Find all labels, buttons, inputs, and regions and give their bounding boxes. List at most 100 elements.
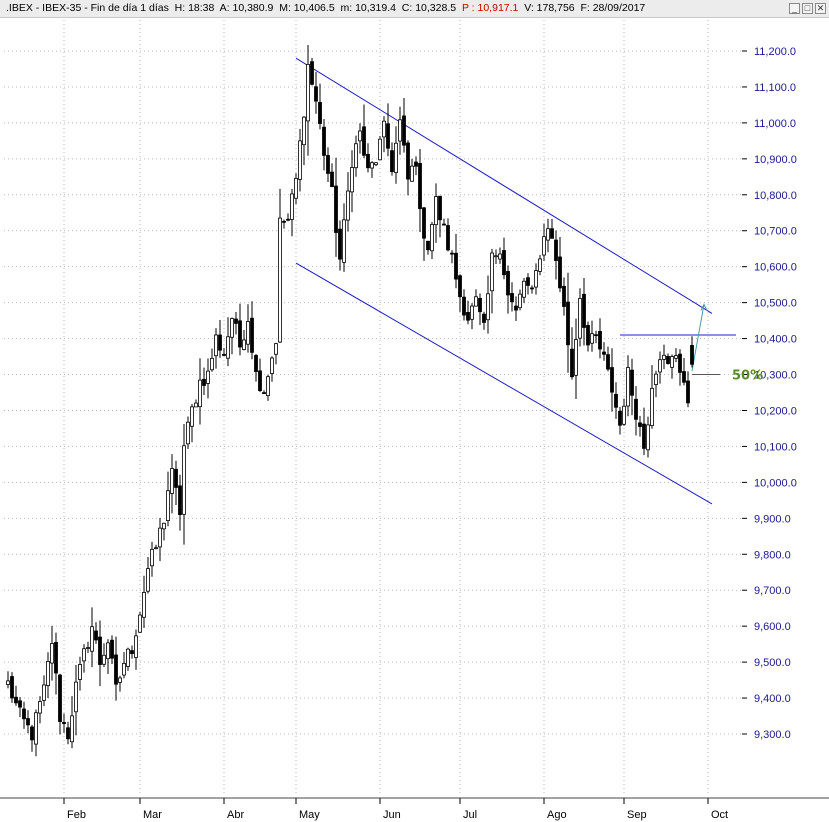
- trend-lines: [295, 57, 736, 505]
- candle: [190, 403, 194, 443]
- candle-body: [646, 424, 650, 451]
- candle-body: [478, 297, 482, 313]
- candle: [222, 348, 226, 357]
- candle-body: [594, 334, 598, 337]
- annotations: 50%: [732, 369, 763, 384]
- candle-body: [466, 312, 470, 321]
- x-tick-label: Jul: [463, 809, 477, 821]
- candle-body: [682, 371, 686, 383]
- candle-body: [66, 727, 70, 740]
- minimize-button[interactable]: _: [789, 3, 800, 14]
- candle: [122, 652, 126, 679]
- candle: [670, 354, 674, 379]
- candle-body: [482, 313, 486, 323]
- candle-body: [622, 405, 626, 425]
- candle-body: [614, 393, 618, 408]
- candle-body: [270, 357, 274, 374]
- candle-body: [38, 701, 42, 714]
- candle-body: [386, 123, 390, 149]
- candle: [686, 371, 690, 408]
- candle: [334, 157, 338, 257]
- projection-line: [691, 304, 705, 372]
- candle-body: [218, 334, 222, 351]
- candle-body: [106, 642, 110, 660]
- candle: [626, 355, 630, 417]
- candle: [6, 671, 10, 689]
- candle-body: [118, 677, 122, 683]
- y-tick-label: 9,500.0: [754, 657, 791, 669]
- candle-body: [170, 468, 174, 494]
- candle: [542, 223, 546, 262]
- price-chart[interactable]: 11,200.0 11,100.0 11,000.0 10,900.0 10,800.0…: [0, 18, 829, 822]
- candle-body: [50, 643, 54, 664]
- candle-body: [434, 196, 438, 226]
- candle-body: [626, 367, 630, 407]
- candle: [546, 218, 550, 253]
- candle-body: [462, 296, 466, 316]
- candle-body: [650, 387, 654, 426]
- candle: [526, 273, 530, 295]
- candle-body: [510, 293, 514, 303]
- x-tick-label: Mar: [143, 809, 162, 821]
- candle-body: [458, 275, 462, 298]
- candle-body: [134, 635, 138, 658]
- quote-header: .IBEX - IBEX-35 - Fin de día 1 días H: 1…: [6, 2, 645, 14]
- y-tick-label: 10,200.0: [754, 405, 797, 417]
- candle: [114, 636, 118, 701]
- candle-body: [298, 140, 302, 180]
- x-tick-label: Jun: [383, 809, 401, 821]
- candle: [634, 386, 638, 436]
- y-tick-label: 11,200.0: [754, 46, 796, 58]
- candle: [478, 293, 482, 325]
- candle: [42, 675, 46, 707]
- y-tick-label: 9,700.0: [754, 585, 791, 597]
- candle-body: [354, 143, 358, 169]
- candle: [246, 304, 250, 353]
- candle-body: [46, 660, 50, 686]
- candle: [374, 162, 378, 167]
- candle-body: [162, 522, 166, 530]
- candle-body: [318, 102, 322, 124]
- candle: [30, 724, 34, 752]
- candle-body: [34, 712, 38, 745]
- x-tick-label: Oct: [711, 809, 728, 821]
- candle: [570, 327, 574, 380]
- candle-body: [378, 138, 382, 161]
- candle-body: [30, 726, 34, 741]
- candle-body: [558, 256, 562, 289]
- x-tick-label: Sep: [627, 809, 647, 821]
- candle: [106, 639, 110, 675]
- x-tick-label: Feb: [67, 809, 86, 821]
- candle-body: [226, 336, 230, 359]
- window-title-bar: .IBEX - IBEX-35 - Fin de día 1 días H: 1…: [0, 0, 829, 18]
- y-tick-label: 11,100.0: [754, 82, 796, 94]
- open-value: A: 10,380.9: [219, 2, 274, 14]
- candle: [630, 358, 634, 416]
- candle-body: [446, 225, 450, 251]
- candle: [82, 644, 86, 673]
- candle-body: [550, 228, 554, 239]
- candle-body: [526, 277, 530, 286]
- candle: [378, 135, 382, 161]
- candle-body: [54, 642, 58, 674]
- candle: [198, 358, 202, 425]
- candle: [202, 367, 206, 396]
- candle-body: [438, 195, 442, 221]
- candle-body: [394, 142, 398, 173]
- candle-body: [62, 722, 66, 724]
- candle: [678, 349, 682, 386]
- channel-upper-line: [295, 57, 713, 314]
- candle: [418, 149, 422, 232]
- candle-body: [554, 239, 558, 261]
- candle: [178, 474, 182, 531]
- maximize-button[interactable]: □: [802, 3, 813, 14]
- close-button[interactable]: ✕: [815, 3, 826, 14]
- candle-body: [274, 343, 278, 355]
- candle-body: [58, 674, 62, 722]
- candle-body: [538, 258, 542, 272]
- candle: [14, 685, 18, 706]
- candle: [366, 143, 370, 173]
- candle-body: [94, 630, 98, 641]
- y-tick-label: 10,800.0: [754, 190, 797, 202]
- candle-body: [174, 468, 178, 488]
